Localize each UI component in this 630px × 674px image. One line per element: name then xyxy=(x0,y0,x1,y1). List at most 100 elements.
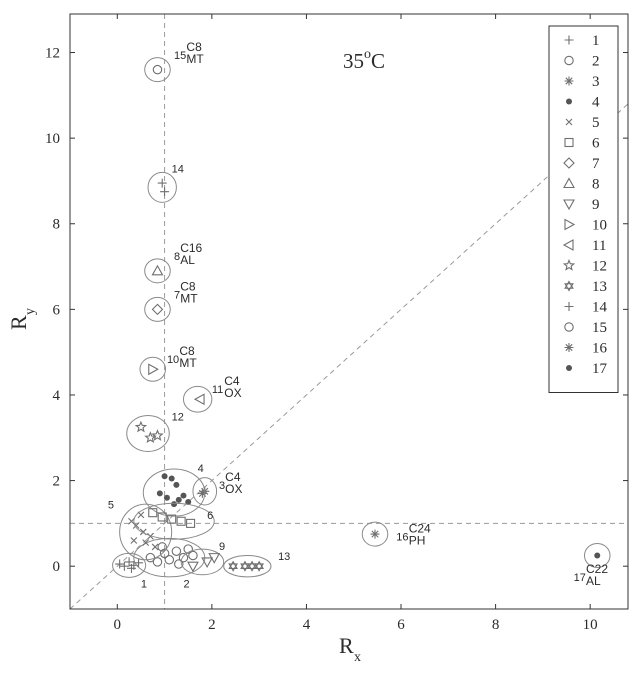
legend-label-6: 6 xyxy=(592,136,600,152)
legend-entry-12: 12 xyxy=(562,259,607,275)
y-axis-label-group: Ry xyxy=(6,308,38,330)
series-12 xyxy=(126,415,170,452)
annotation-sub-17: AL xyxy=(586,574,601,588)
series-14 xyxy=(147,171,177,203)
data-point-4-6 xyxy=(156,490,163,497)
annotation-label-7: 7 xyxy=(174,290,180,302)
annotation-label-4: 4 xyxy=(198,463,204,475)
data-point-13-2 xyxy=(247,560,257,572)
legend-marker-11 xyxy=(562,239,574,251)
series-15 xyxy=(144,57,171,83)
legend-marker-7 xyxy=(563,157,575,169)
series-6 xyxy=(133,502,215,540)
cluster-ellipse-9 xyxy=(180,548,225,576)
data-point-2-7 xyxy=(174,559,184,569)
data-point-2-3 xyxy=(164,555,175,565)
cluster-ellipse-8 xyxy=(144,258,171,284)
series-9 xyxy=(180,548,225,576)
y-tick-label: 8 xyxy=(53,217,61,233)
data-point-7-0 xyxy=(151,303,164,316)
data-point-4-5 xyxy=(163,494,170,501)
annotation-label-14: 14 xyxy=(172,163,184,175)
legend-marker-12 xyxy=(562,259,576,271)
cluster-ellipse-10 xyxy=(139,356,167,382)
legend-marker-2 xyxy=(564,55,574,66)
annotation-sub-7: MT xyxy=(180,292,198,306)
annotation-sub-16: PH xyxy=(409,534,426,548)
data-point-13-1 xyxy=(240,560,250,572)
annotation-label-16: 16 xyxy=(396,532,408,544)
data-point-4-1 xyxy=(168,475,175,482)
cluster-ellipse-13 xyxy=(223,554,272,578)
data-point-6-4 xyxy=(148,508,158,518)
data-point-1-4 xyxy=(126,563,136,573)
x-tick-label: 0 xyxy=(114,617,122,633)
cluster-ellipse-6 xyxy=(133,502,215,540)
data-point-12-0 xyxy=(134,420,148,433)
series-11 xyxy=(182,385,213,413)
data-point-13-3 xyxy=(254,560,265,572)
legend-marker-6 xyxy=(564,137,574,148)
data-point-12-2 xyxy=(151,429,164,441)
y-tick-label: 12 xyxy=(45,46,60,62)
cluster-ellipse-17 xyxy=(583,543,611,568)
data-point-4-2 xyxy=(173,481,180,488)
data-point-8-0 xyxy=(151,264,164,276)
annotation-label-17: 17 xyxy=(574,572,586,584)
x-tick-label: 10 xyxy=(583,617,598,633)
legend-marker-5 xyxy=(565,118,573,126)
legend-label-12: 12 xyxy=(592,259,607,275)
annotation-code-11: C4 xyxy=(224,374,240,388)
legend-box xyxy=(548,25,619,393)
annotation-code-15: C8 xyxy=(186,40,202,54)
data-point-14-1 xyxy=(160,187,170,197)
annotation-label-13: 13 xyxy=(278,551,290,563)
cluster-ellipse-11 xyxy=(182,385,213,413)
annotation-sub-11: OX xyxy=(224,386,241,400)
annotation-label-15: 15 xyxy=(174,50,186,62)
legend-marker-14 xyxy=(564,302,574,311)
annotation-label-11: 11 xyxy=(212,384,223,396)
legend-marker-9 xyxy=(563,199,575,211)
data-point-4-8 xyxy=(171,501,178,508)
legend-marker-17 xyxy=(566,365,572,371)
y-tick-label: 2 xyxy=(53,474,61,490)
data-point-6-0 xyxy=(157,512,167,522)
plot-background xyxy=(70,14,628,609)
x-tick-label: 2 xyxy=(208,617,216,633)
series-7 xyxy=(144,296,171,322)
annotation-label-9: 9 xyxy=(219,541,225,553)
legend-entry-5: 5 xyxy=(565,115,600,131)
legend-entry-14: 14 xyxy=(564,300,608,316)
data-point-6-1 xyxy=(167,514,177,524)
annotation-sub-15: MT xyxy=(186,52,204,66)
annotation-label-2: 2 xyxy=(183,579,189,591)
data-point-4-0 xyxy=(161,473,168,480)
data-point-3-1 xyxy=(197,488,207,498)
data-point-16-0 xyxy=(370,529,380,539)
data-point-2-9 xyxy=(188,550,198,561)
x-axis-label-subscript: x xyxy=(354,650,361,665)
legend-entry-7: 7 xyxy=(563,156,600,172)
annotation-sub-3: OX xyxy=(225,482,242,496)
data-point-4-7 xyxy=(185,498,192,505)
data-point-5-6 xyxy=(151,543,159,551)
legend-marker-10 xyxy=(564,218,576,231)
annotation-code-16: C24 xyxy=(409,522,431,536)
legend-marker-8 xyxy=(563,177,575,189)
annotation-code-8: C16 xyxy=(180,241,202,255)
legend-label-9: 9 xyxy=(592,197,600,213)
legend-entry-15: 15 xyxy=(564,320,607,336)
data-point-10-0 xyxy=(148,363,159,376)
cluster-ellipse-15 xyxy=(144,57,171,83)
annotation-code-7: C8 xyxy=(180,280,196,294)
annotation-sub-10: MT xyxy=(179,356,197,370)
annotation-label-8: 8 xyxy=(174,251,180,263)
data-point-1-0 xyxy=(115,559,125,569)
annotation-label-1: 1 xyxy=(141,579,147,591)
temperature-unit-letter: C xyxy=(371,49,385,73)
plot-frame xyxy=(69,13,629,610)
annotation-sub-8: AL xyxy=(180,253,195,267)
